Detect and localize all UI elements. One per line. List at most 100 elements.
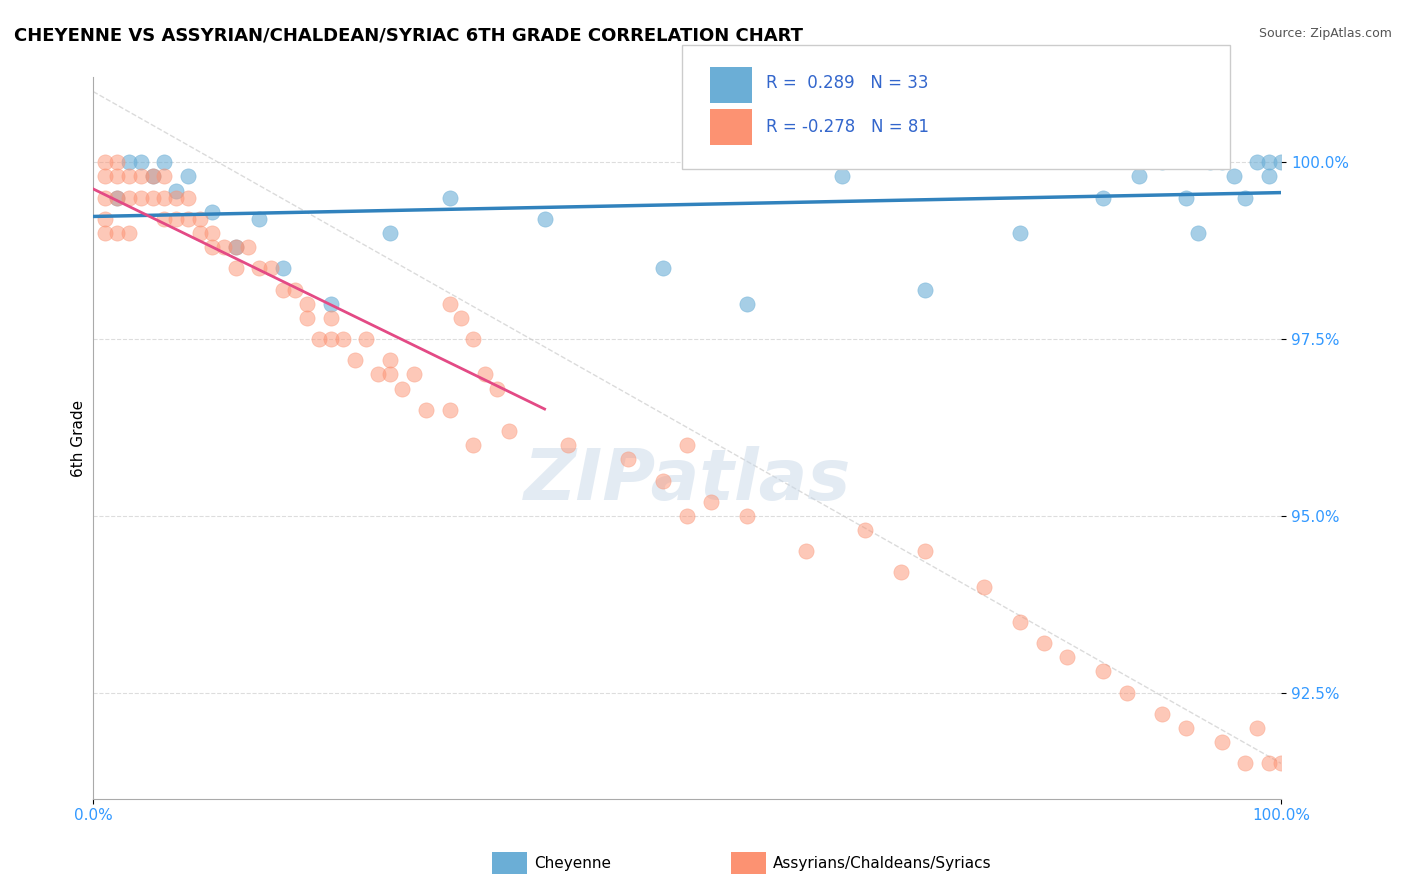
Point xyxy=(94,155,117,169)
Point xyxy=(652,474,675,488)
Point xyxy=(486,382,509,396)
Point xyxy=(1211,155,1233,169)
Point xyxy=(1128,169,1150,184)
Point xyxy=(142,191,165,205)
Point xyxy=(1008,615,1031,629)
Point xyxy=(165,191,187,205)
Point xyxy=(165,184,187,198)
Point xyxy=(295,310,318,325)
Point xyxy=(415,402,437,417)
Point xyxy=(439,402,461,417)
Point xyxy=(378,368,401,382)
Text: R =  0.289   N = 33: R = 0.289 N = 33 xyxy=(766,74,929,92)
Point xyxy=(1246,155,1268,169)
Point xyxy=(498,424,520,438)
Point xyxy=(1056,650,1078,665)
Point xyxy=(308,332,330,346)
Point xyxy=(735,297,758,311)
Point xyxy=(1175,721,1198,735)
Point xyxy=(225,240,247,254)
Point xyxy=(1258,169,1281,184)
Point xyxy=(153,191,176,205)
Text: Cheyenne: Cheyenne xyxy=(534,856,612,871)
Point xyxy=(1270,756,1292,771)
Point xyxy=(225,240,247,254)
Point xyxy=(439,191,461,205)
Point xyxy=(118,169,141,184)
Point xyxy=(260,261,283,276)
Point xyxy=(271,283,294,297)
Point xyxy=(118,155,141,169)
Point xyxy=(1175,191,1198,205)
Point xyxy=(188,226,211,240)
Point xyxy=(439,297,461,311)
Point xyxy=(165,211,187,226)
Point xyxy=(129,191,152,205)
Point xyxy=(1258,756,1281,771)
Point xyxy=(142,169,165,184)
Point xyxy=(794,544,817,558)
Point xyxy=(118,226,141,240)
Point xyxy=(129,155,152,169)
Point xyxy=(105,155,128,169)
Point xyxy=(153,169,176,184)
Point xyxy=(319,310,342,325)
Point xyxy=(676,508,699,523)
Point xyxy=(700,494,723,508)
Point xyxy=(1270,155,1292,169)
Point xyxy=(676,438,699,452)
Point xyxy=(1211,735,1233,749)
Y-axis label: 6th Grade: 6th Grade xyxy=(72,400,86,476)
Point xyxy=(1187,226,1209,240)
Text: ZIPatlas: ZIPatlas xyxy=(523,446,851,515)
Point xyxy=(295,297,318,311)
Point xyxy=(557,438,579,452)
Point xyxy=(105,226,128,240)
Point xyxy=(271,261,294,276)
Point xyxy=(284,283,307,297)
Point xyxy=(378,353,401,368)
Point xyxy=(201,204,224,219)
Point xyxy=(332,332,354,346)
Point xyxy=(94,211,117,226)
Point xyxy=(378,226,401,240)
Point xyxy=(616,452,638,467)
Point xyxy=(1246,721,1268,735)
Point xyxy=(118,191,141,205)
Point xyxy=(94,191,117,205)
Point xyxy=(94,226,117,240)
Point xyxy=(914,544,936,558)
Point xyxy=(105,191,128,205)
Point xyxy=(735,508,758,523)
Point xyxy=(188,211,211,226)
Point xyxy=(1198,155,1220,169)
Text: R = -0.278   N = 81: R = -0.278 N = 81 xyxy=(766,118,929,136)
Point xyxy=(391,382,413,396)
Point xyxy=(142,169,165,184)
Point xyxy=(1222,169,1244,184)
Point xyxy=(1234,756,1257,771)
Point xyxy=(153,211,176,226)
Point xyxy=(973,580,995,594)
Point xyxy=(319,332,342,346)
Point xyxy=(94,169,117,184)
Point xyxy=(201,226,224,240)
Point xyxy=(319,297,342,311)
Point xyxy=(1234,191,1257,205)
Point xyxy=(225,261,247,276)
Point xyxy=(890,566,912,580)
Point xyxy=(1008,226,1031,240)
Point xyxy=(367,368,389,382)
Point xyxy=(105,169,128,184)
Point xyxy=(463,438,485,452)
Point xyxy=(474,368,496,382)
Point xyxy=(343,353,366,368)
Text: CHEYENNE VS ASSYRIAN/CHALDEAN/SYRIAC 6TH GRADE CORRELATION CHART: CHEYENNE VS ASSYRIAN/CHALDEAN/SYRIAC 6TH… xyxy=(14,27,803,45)
Point xyxy=(402,368,425,382)
Point xyxy=(249,261,271,276)
Point xyxy=(129,169,152,184)
Point xyxy=(463,332,485,346)
Point xyxy=(177,211,200,226)
Point xyxy=(533,211,555,226)
Point xyxy=(153,155,176,169)
